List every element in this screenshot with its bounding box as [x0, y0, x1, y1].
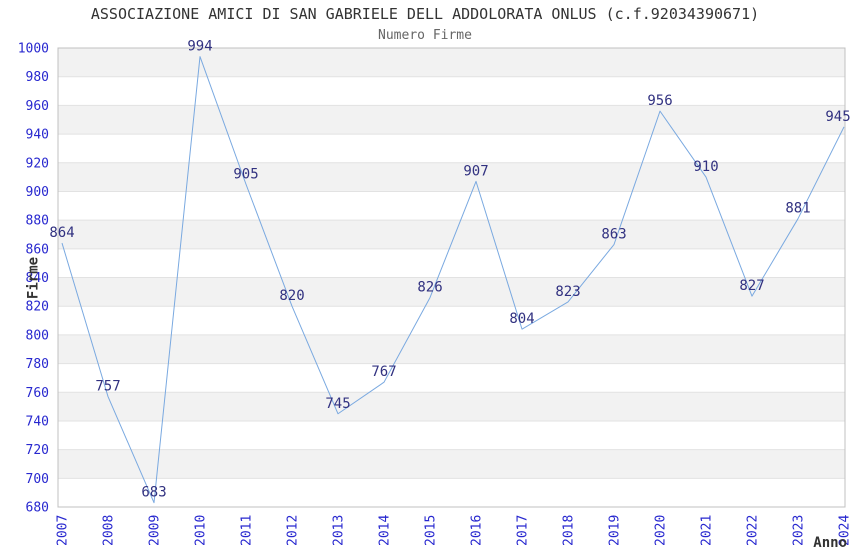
x-tick-label: 2022	[746, 515, 761, 546]
data-point-label: 863	[601, 227, 626, 243]
y-tick-label: 840	[26, 271, 49, 286]
data-point-label: 826	[417, 280, 442, 296]
data-point-label: 994	[187, 39, 212, 55]
y-axis-title: Firme	[26, 257, 42, 299]
y-tick-label: 740	[26, 414, 49, 429]
y-tick-label: 860	[26, 242, 49, 257]
plot-band	[58, 162, 845, 192]
data-point-label: 905	[233, 166, 258, 182]
x-tick-label: 2009	[148, 515, 163, 546]
x-tick-label: 2007	[56, 515, 71, 546]
x-tick-label: 2011	[240, 515, 255, 546]
y-tick-label: 800	[26, 328, 49, 343]
y-tick-label: 780	[26, 357, 49, 372]
plot-border	[57, 47, 846, 508]
x-tick-label: 2015	[424, 515, 439, 546]
y-tick-label: 760	[26, 386, 49, 401]
x-axis-title: Anno	[813, 535, 847, 550]
x-tick-label: 2012	[286, 515, 301, 546]
y-tick-label: 1000	[18, 42, 49, 57]
data-point-label: 956	[647, 93, 672, 109]
chart-title: ASSOCIAZIONE AMICI DI SAN GABRIELE DELL …	[90, 5, 760, 23]
data-point-label: 881	[785, 201, 810, 217]
x-tick-label: 2010	[194, 515, 209, 546]
plot-band	[58, 334, 845, 364]
x-tick-label: 2013	[332, 515, 347, 546]
chart-subtitle: Numero Firme	[378, 28, 472, 43]
data-line	[61, 56, 845, 504]
x-tick-label: 2024	[838, 515, 850, 546]
plot-band	[58, 449, 845, 479]
x-tick-label: 2021	[700, 515, 715, 546]
y-tick-label: 920	[26, 156, 49, 171]
y-tick-label: 880	[26, 214, 49, 229]
x-tick-label: 2019	[608, 515, 623, 546]
y-tick-label: 720	[26, 443, 49, 458]
data-point-label: 827	[739, 278, 764, 294]
data-point-label: 864	[49, 225, 74, 241]
data-point-label: 907	[463, 163, 488, 179]
x-tick-label: 2023	[792, 515, 807, 546]
data-point-label: 910	[693, 159, 718, 175]
y-tick-label: 820	[26, 300, 49, 315]
data-point-label: 945	[825, 109, 850, 125]
plot-band	[58, 277, 845, 307]
x-tick-label: 2018	[562, 515, 577, 546]
y-tick-label: 700	[26, 472, 49, 487]
x-tick-label: 2016	[470, 515, 485, 546]
data-point-label: 683	[141, 485, 166, 501]
plot-band	[58, 105, 845, 135]
x-tick-label: 2014	[378, 515, 393, 546]
y-tick-label: 680	[26, 501, 49, 516]
plot-band	[58, 392, 845, 421]
data-point-label: 823	[555, 284, 580, 300]
y-tick-label: 980	[26, 70, 49, 85]
plot-band	[58, 48, 845, 77]
y-tick-label: 940	[26, 128, 49, 143]
x-tick-label: 2017	[516, 515, 531, 546]
data-point-label: 745	[325, 396, 350, 412]
data-point-label: 767	[371, 364, 396, 380]
x-tick-label: 2008	[102, 515, 117, 546]
data-point-label: 804	[509, 311, 534, 327]
data-point-label: 820	[279, 288, 304, 304]
x-tick-label: 2020	[654, 515, 669, 546]
data-point-label: 757	[95, 379, 120, 395]
y-tick-label: 960	[26, 99, 49, 114]
y-tick-label: 900	[26, 185, 49, 200]
